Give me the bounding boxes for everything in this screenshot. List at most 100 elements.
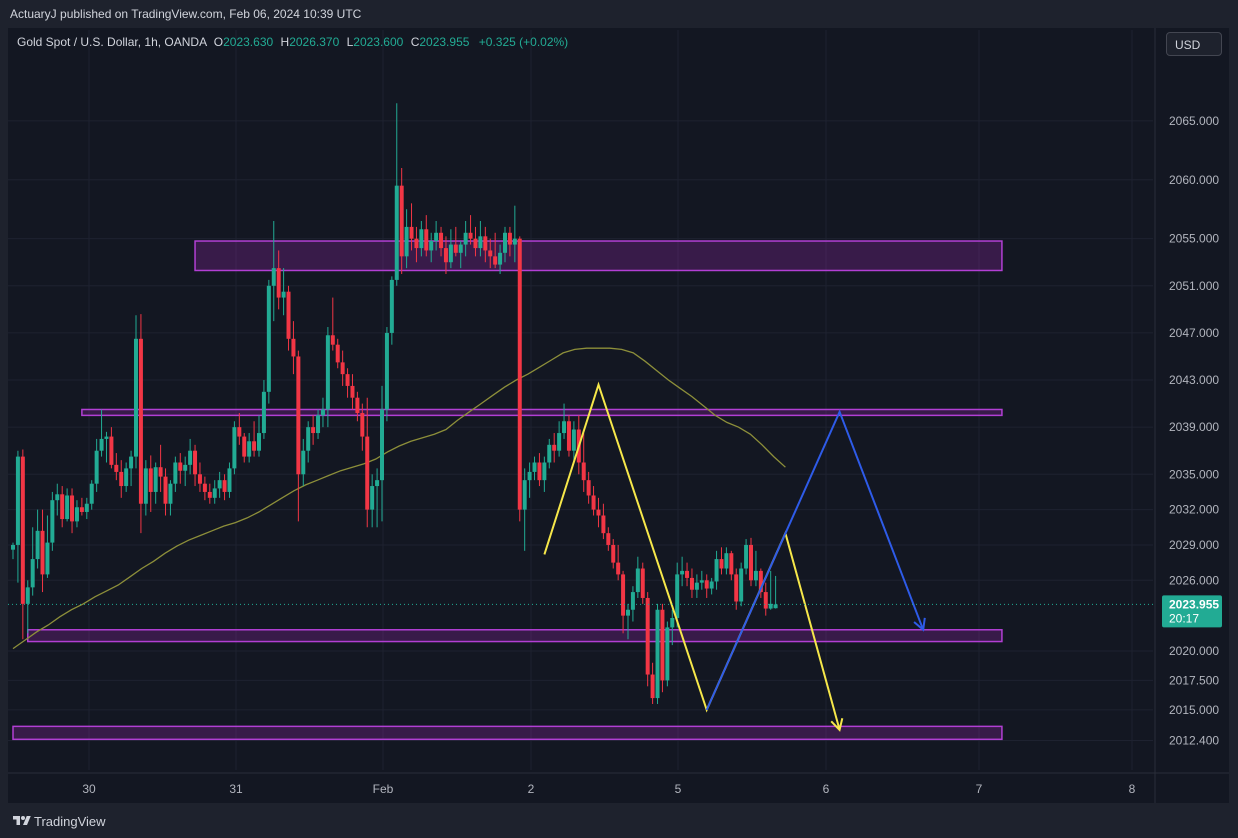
low-label: L xyxy=(346,35,354,49)
candle-body xyxy=(626,609,630,616)
candle-body xyxy=(183,464,188,471)
currency-button[interactable]: USD xyxy=(1166,32,1222,56)
candle-down xyxy=(729,550,734,581)
candle-body xyxy=(704,580,709,589)
candle-down xyxy=(591,486,596,516)
price-tick-label: 2015.000 xyxy=(1169,703,1219,717)
candle-up xyxy=(55,483,60,516)
candle-body xyxy=(207,491,212,498)
ma-line xyxy=(12,347,786,650)
candle-up xyxy=(522,468,527,551)
candle-up xyxy=(35,509,40,569)
candle-down xyxy=(286,285,291,351)
candle-up xyxy=(74,500,79,528)
chart-grid xyxy=(8,28,1229,803)
candle-body xyxy=(498,252,503,265)
candle-body xyxy=(694,582,699,590)
candle-down xyxy=(114,453,119,481)
candle-up xyxy=(50,491,55,551)
candle-down xyxy=(158,444,163,492)
candle-down xyxy=(734,568,739,610)
candle-body xyxy=(734,574,739,602)
candle-body xyxy=(453,244,458,253)
candle-body xyxy=(463,232,468,245)
candle-body xyxy=(129,456,134,469)
candle-up xyxy=(753,550,758,587)
candle-up xyxy=(404,209,409,269)
candle-body xyxy=(360,413,365,437)
candle-body xyxy=(409,226,414,239)
candle-body xyxy=(419,229,424,249)
candle-down xyxy=(355,391,360,422)
candle-body xyxy=(660,609,665,681)
candle-up xyxy=(680,556,685,587)
candle-up xyxy=(478,221,483,257)
yellow-projection-arrowhead xyxy=(830,717,844,732)
candle-down xyxy=(414,226,419,263)
candle-up xyxy=(306,421,311,463)
candle-up xyxy=(45,515,50,578)
candle-body xyxy=(542,462,547,481)
candle-down xyxy=(685,562,690,587)
candle-down xyxy=(552,433,557,463)
candle-down xyxy=(399,167,404,275)
candle-body xyxy=(340,362,345,375)
zone-rect xyxy=(12,725,1003,741)
candle-body xyxy=(109,436,114,465)
candle-body xyxy=(119,471,124,487)
candle-up xyxy=(630,586,635,622)
candle-body xyxy=(414,238,419,249)
moving-average xyxy=(12,347,786,650)
candle-body xyxy=(276,268,281,298)
candle-up xyxy=(227,462,232,498)
candle-body xyxy=(749,544,753,581)
candle-body xyxy=(709,581,714,589)
candle-up xyxy=(665,621,670,687)
candle-up xyxy=(547,438,552,469)
candle-body xyxy=(493,256,498,265)
candle-body xyxy=(178,462,183,471)
price-tick-label: 2043.000 xyxy=(1169,373,1219,387)
candle-body xyxy=(758,570,763,593)
candle-body xyxy=(11,544,15,550)
last-price-label: 2023.955 xyxy=(1169,597,1219,611)
candle-up xyxy=(65,488,70,522)
candle-up xyxy=(739,562,744,607)
high-value: 2026.370 xyxy=(289,35,340,49)
candle-up xyxy=(212,480,217,504)
candle-body xyxy=(635,568,640,593)
candle-up xyxy=(143,460,148,516)
candle-up xyxy=(384,327,389,422)
candle-up xyxy=(266,279,271,404)
candle-down xyxy=(439,226,444,257)
candle-up xyxy=(429,232,434,263)
candle-body xyxy=(168,483,173,504)
candle-down xyxy=(109,427,114,469)
candle-body xyxy=(370,486,375,510)
candle-up xyxy=(394,103,399,286)
candle-up xyxy=(94,438,99,492)
candle-up xyxy=(773,575,778,609)
candle-body xyxy=(365,436,370,510)
candle-body xyxy=(380,409,384,481)
candle-up xyxy=(325,327,330,428)
candle-down xyxy=(296,350,301,522)
candle-down xyxy=(79,497,84,516)
candle-body xyxy=(70,495,75,522)
candle-up xyxy=(419,221,424,257)
price-tick-label: 2047.000 xyxy=(1169,326,1219,340)
candle-up xyxy=(316,409,321,439)
open-label: O xyxy=(213,35,224,49)
candle-down xyxy=(360,403,365,451)
candle-body xyxy=(399,185,404,257)
candle-up xyxy=(744,539,749,575)
candle-down xyxy=(483,226,488,263)
candle-body xyxy=(394,185,399,280)
candle-down xyxy=(193,444,198,487)
candle-body xyxy=(729,553,734,575)
candle-body xyxy=(655,609,660,699)
candle-body xyxy=(566,421,571,451)
time-tick-label: Feb xyxy=(373,782,394,796)
tradingview-brand: TradingView xyxy=(34,814,106,829)
